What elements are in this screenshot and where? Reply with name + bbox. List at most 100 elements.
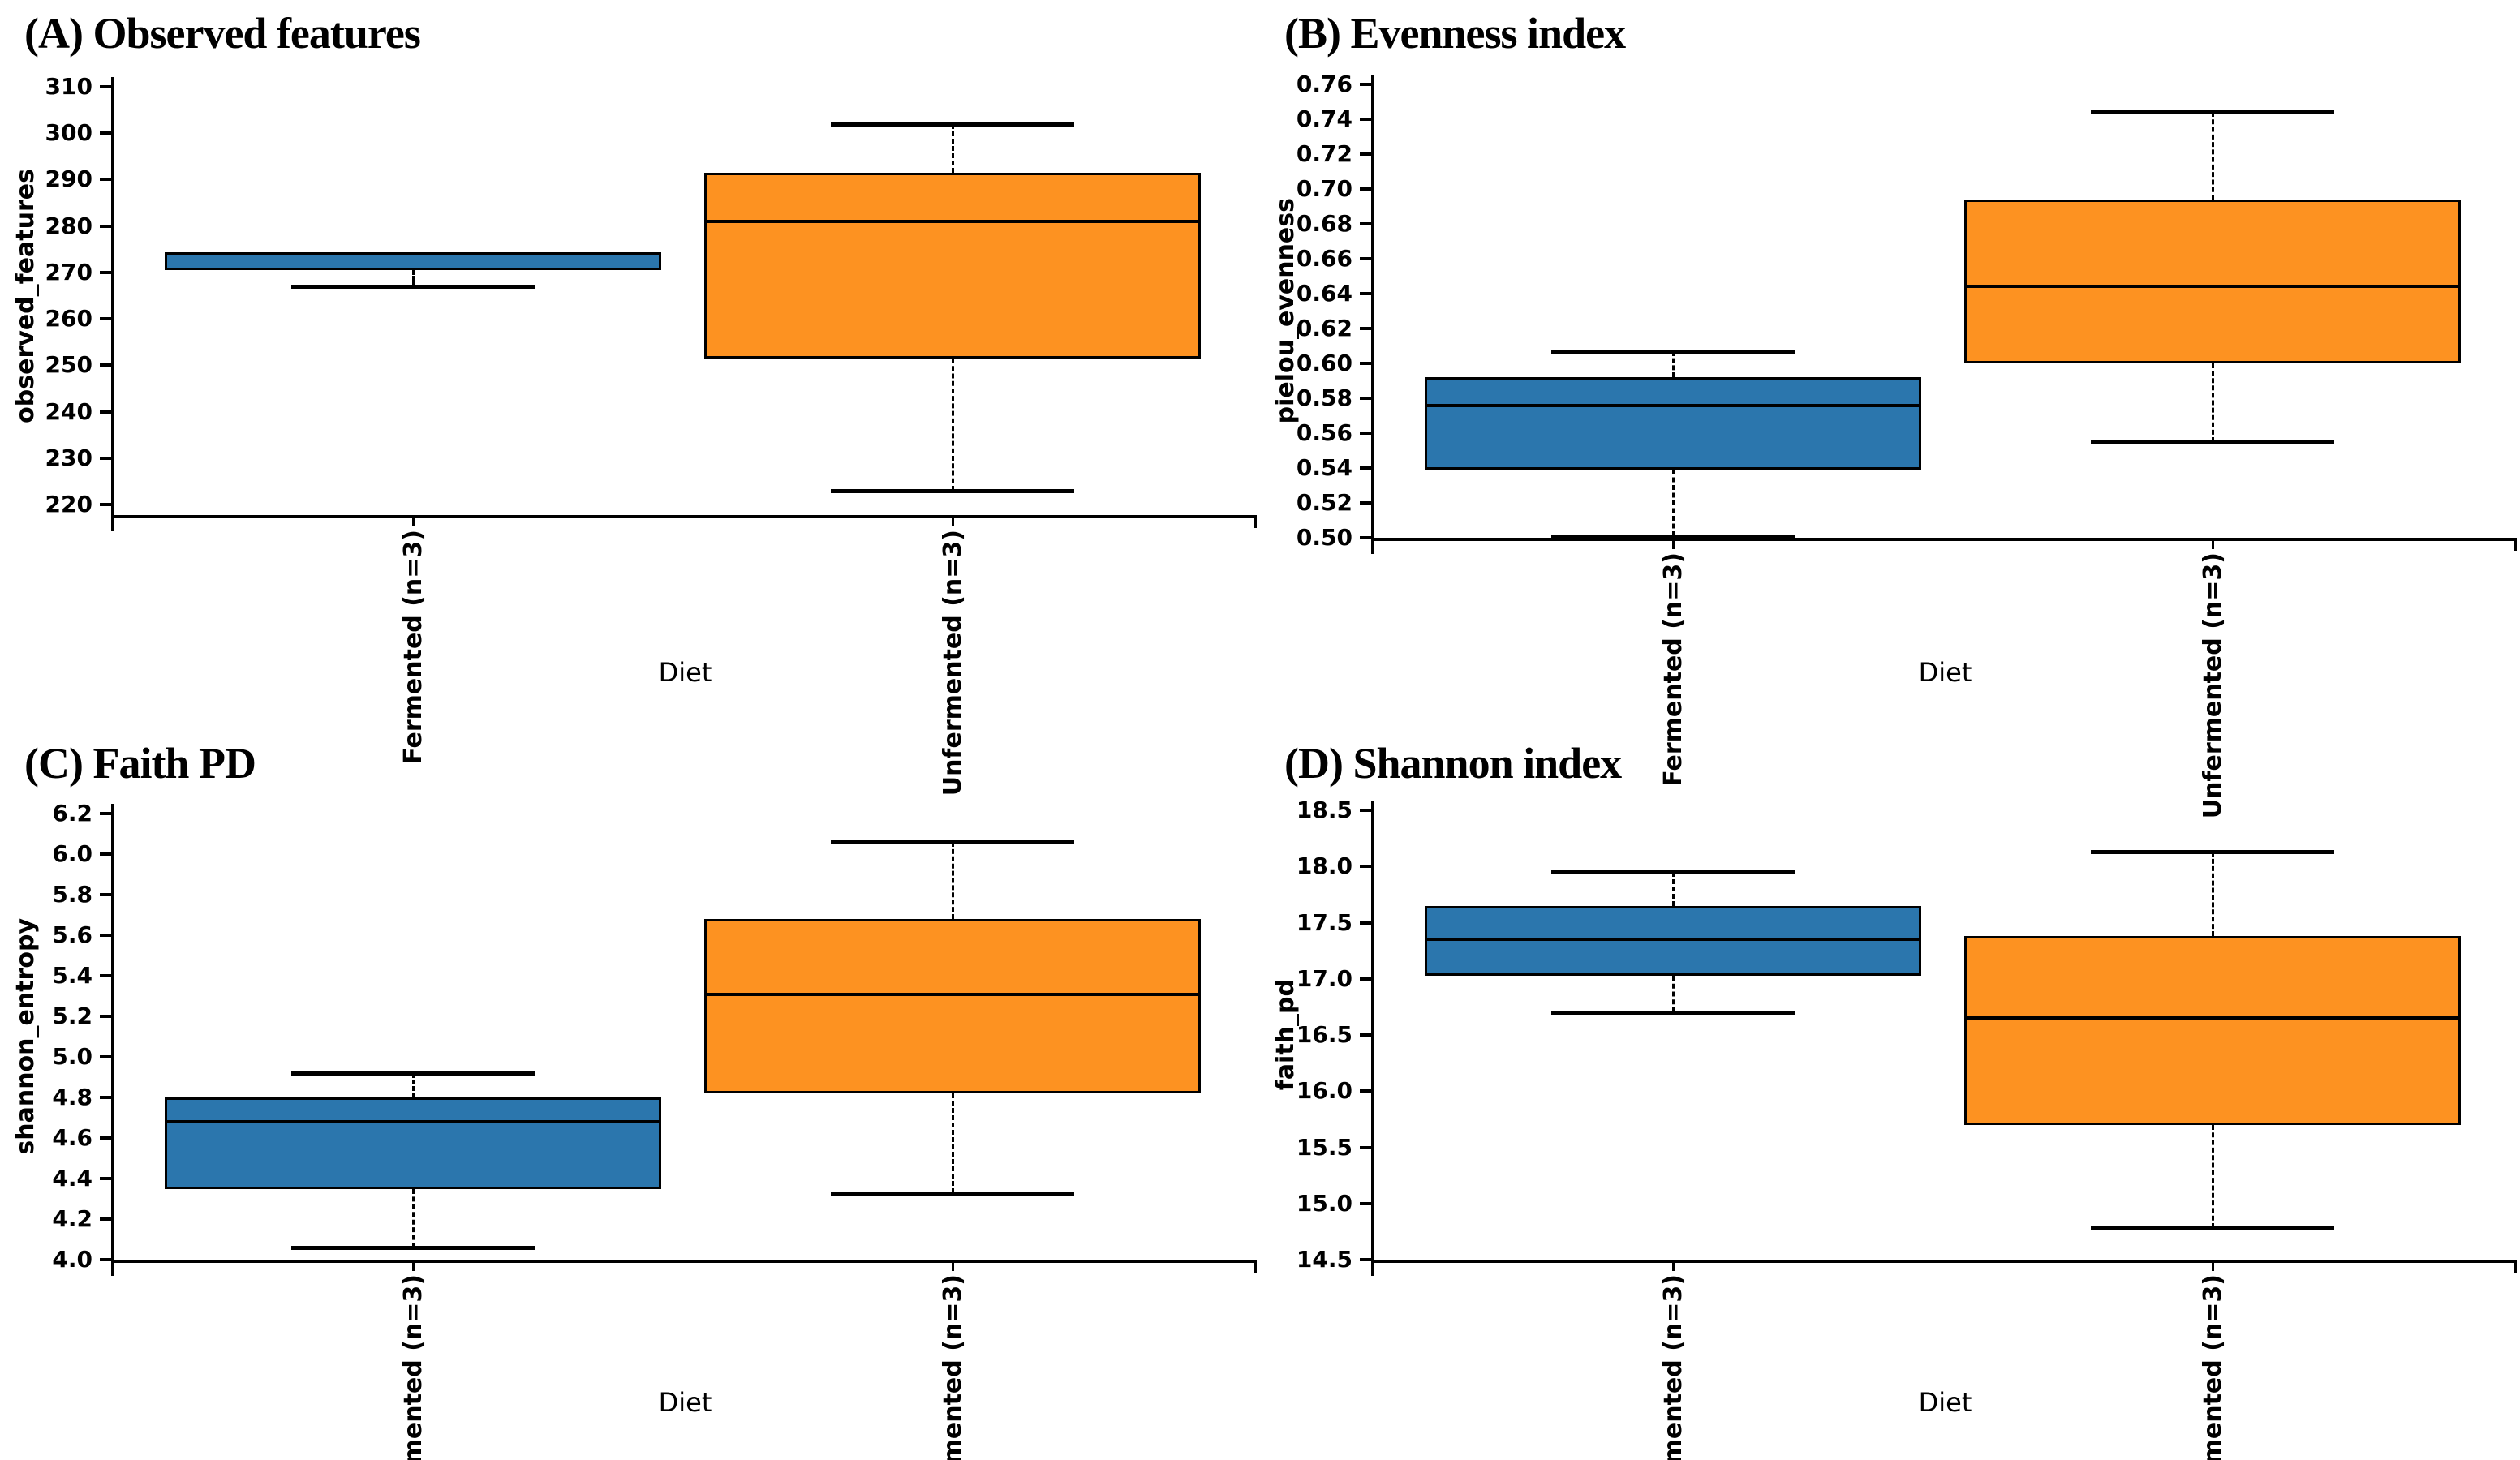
y-tick-label: 290 [45, 165, 92, 193]
y-tick-label: 4.4 [52, 1165, 92, 1192]
box-fermented [165, 1097, 661, 1189]
x-tick-label-fermented: Fermented (n=3) [1636, 1274, 1709, 1460]
lower-whisker-cap [831, 488, 1074, 493]
y-tick-label: 14.5 [1296, 1246, 1352, 1273]
lower-whisker-cap [1551, 1011, 1795, 1016]
y-tick-label: 230 [45, 444, 92, 471]
median-line [1425, 403, 1921, 407]
x-tick [2212, 1260, 2214, 1271]
median-line [1425, 938, 1921, 942]
box-fermented [1425, 377, 1921, 470]
y-axis-line [1371, 801, 1374, 1276]
median-line [704, 992, 1201, 996]
y-tick [1360, 1145, 1374, 1149]
y-tick [100, 456, 114, 460]
y-tick [1360, 187, 1374, 191]
y-tick-label: 5.8 [52, 881, 92, 908]
x-tick [952, 1260, 954, 1271]
y-axis-line [111, 804, 114, 1276]
y-tick-label: 4.6 [52, 1124, 92, 1151]
upper-whisker [2212, 112, 2214, 200]
y-tick [1360, 152, 1374, 156]
x-tick [1672, 1260, 1675, 1271]
y-tick [1360, 83, 1374, 86]
y-tick [100, 1015, 114, 1018]
upper-whisker-cap [2091, 110, 2334, 115]
x-axis-line [114, 1260, 1257, 1263]
y-tick [100, 1177, 114, 1180]
upper-whisker-cap [831, 122, 1074, 127]
y-tick-label: 4.2 [52, 1205, 92, 1232]
box-unfermented [704, 919, 1201, 1093]
y-tick-label: 5.6 [52, 921, 92, 948]
upper-whisker [1672, 872, 1675, 906]
y-tick-label: 250 [45, 351, 92, 379]
upper-whisker [2212, 852, 2214, 937]
y-tick-label: 18.5 [1296, 797, 1352, 823]
y-tick-label: 5.0 [52, 1043, 92, 1070]
lower-whisker [1672, 975, 1675, 1013]
upper-whisker [952, 842, 954, 919]
y-tick-label: 6.0 [52, 840, 92, 867]
y-tick [1360, 432, 1374, 435]
y-tick-label: 5.2 [52, 1003, 92, 1029]
y-tick-label: 16.0 [1296, 1077, 1352, 1105]
lower-whisker-cap [291, 285, 535, 290]
y-tick [1360, 536, 1374, 539]
x-tick-label-unfermented: Unfermented (n=3) [916, 1274, 989, 1460]
y-tick [100, 1258, 114, 1261]
upper-whisker [412, 1073, 415, 1097]
y-tick [1360, 222, 1374, 225]
y-tick [100, 224, 114, 228]
lower-whisker-cap [2091, 440, 2334, 444]
y-tick [1360, 327, 1374, 330]
y-tick-label: 0.72 [1296, 140, 1352, 167]
y-axis-line [1371, 75, 1374, 554]
x-tick [412, 515, 415, 526]
y-axis-label: observed_features [11, 168, 40, 423]
y-tick-label: 0.54 [1296, 454, 1352, 481]
lower-whisker [1672, 470, 1675, 536]
y-tick [100, 1055, 114, 1058]
y-tick [1360, 1201, 1374, 1205]
y-tick [100, 893, 114, 896]
x-tick-label-fermented: Fermented (n=3) [376, 1274, 449, 1460]
x-axis-line [1374, 538, 2517, 541]
box-unfermented [1964, 936, 2461, 1125]
x-axis-line [1374, 1260, 2517, 1263]
lower-whisker-cap [291, 1246, 535, 1250]
x-axis-end-tick [1254, 1260, 1257, 1273]
y-tick [100, 934, 114, 937]
lower-whisker [2212, 1124, 2214, 1229]
panel-title: (D) Shannon index [1284, 739, 1622, 788]
y-axis-label-wrap: observed_features [11, 87, 60, 505]
x-tick-label-fermented: Fermented (n=3) [376, 530, 449, 764]
y-tick [1360, 257, 1374, 260]
y-tick [1360, 466, 1374, 470]
x-tick [1672, 538, 1675, 549]
y-tick-label: 0.56 [1296, 419, 1352, 446]
y-tick [100, 178, 114, 182]
y-tick-label: 6.2 [52, 800, 92, 827]
y-tick-label: 280 [45, 212, 92, 239]
lower-whisker [412, 270, 415, 287]
y-tick [1360, 1033, 1374, 1037]
y-tick [1360, 397, 1374, 400]
panel-shannon-index: (D) Shannon index faith_pd 18.5 18.0 17.5 1… [1260, 730, 2520, 1460]
upper-whisker-cap [291, 1071, 535, 1076]
panel-observed-features: (A) Observed features observed_features … [0, 0, 1260, 796]
x-tick [412, 1260, 415, 1271]
y-tick-label: 18.0 [1296, 852, 1352, 880]
y-tick [1360, 921, 1374, 925]
box-unfermented [1964, 199, 2461, 363]
median-line [1964, 285, 2461, 289]
y-tick-label: 0.62 [1296, 315, 1352, 341]
y-tick-label: 300 [45, 119, 92, 147]
y-tick-label: 0.50 [1296, 524, 1352, 551]
y-tick-label: 17.5 [1296, 908, 1352, 936]
panel-title: (C) Faith PD [24, 739, 256, 788]
y-tick [100, 852, 114, 856]
y-tick-label: 240 [45, 397, 92, 425]
y-tick [1360, 1089, 1374, 1093]
